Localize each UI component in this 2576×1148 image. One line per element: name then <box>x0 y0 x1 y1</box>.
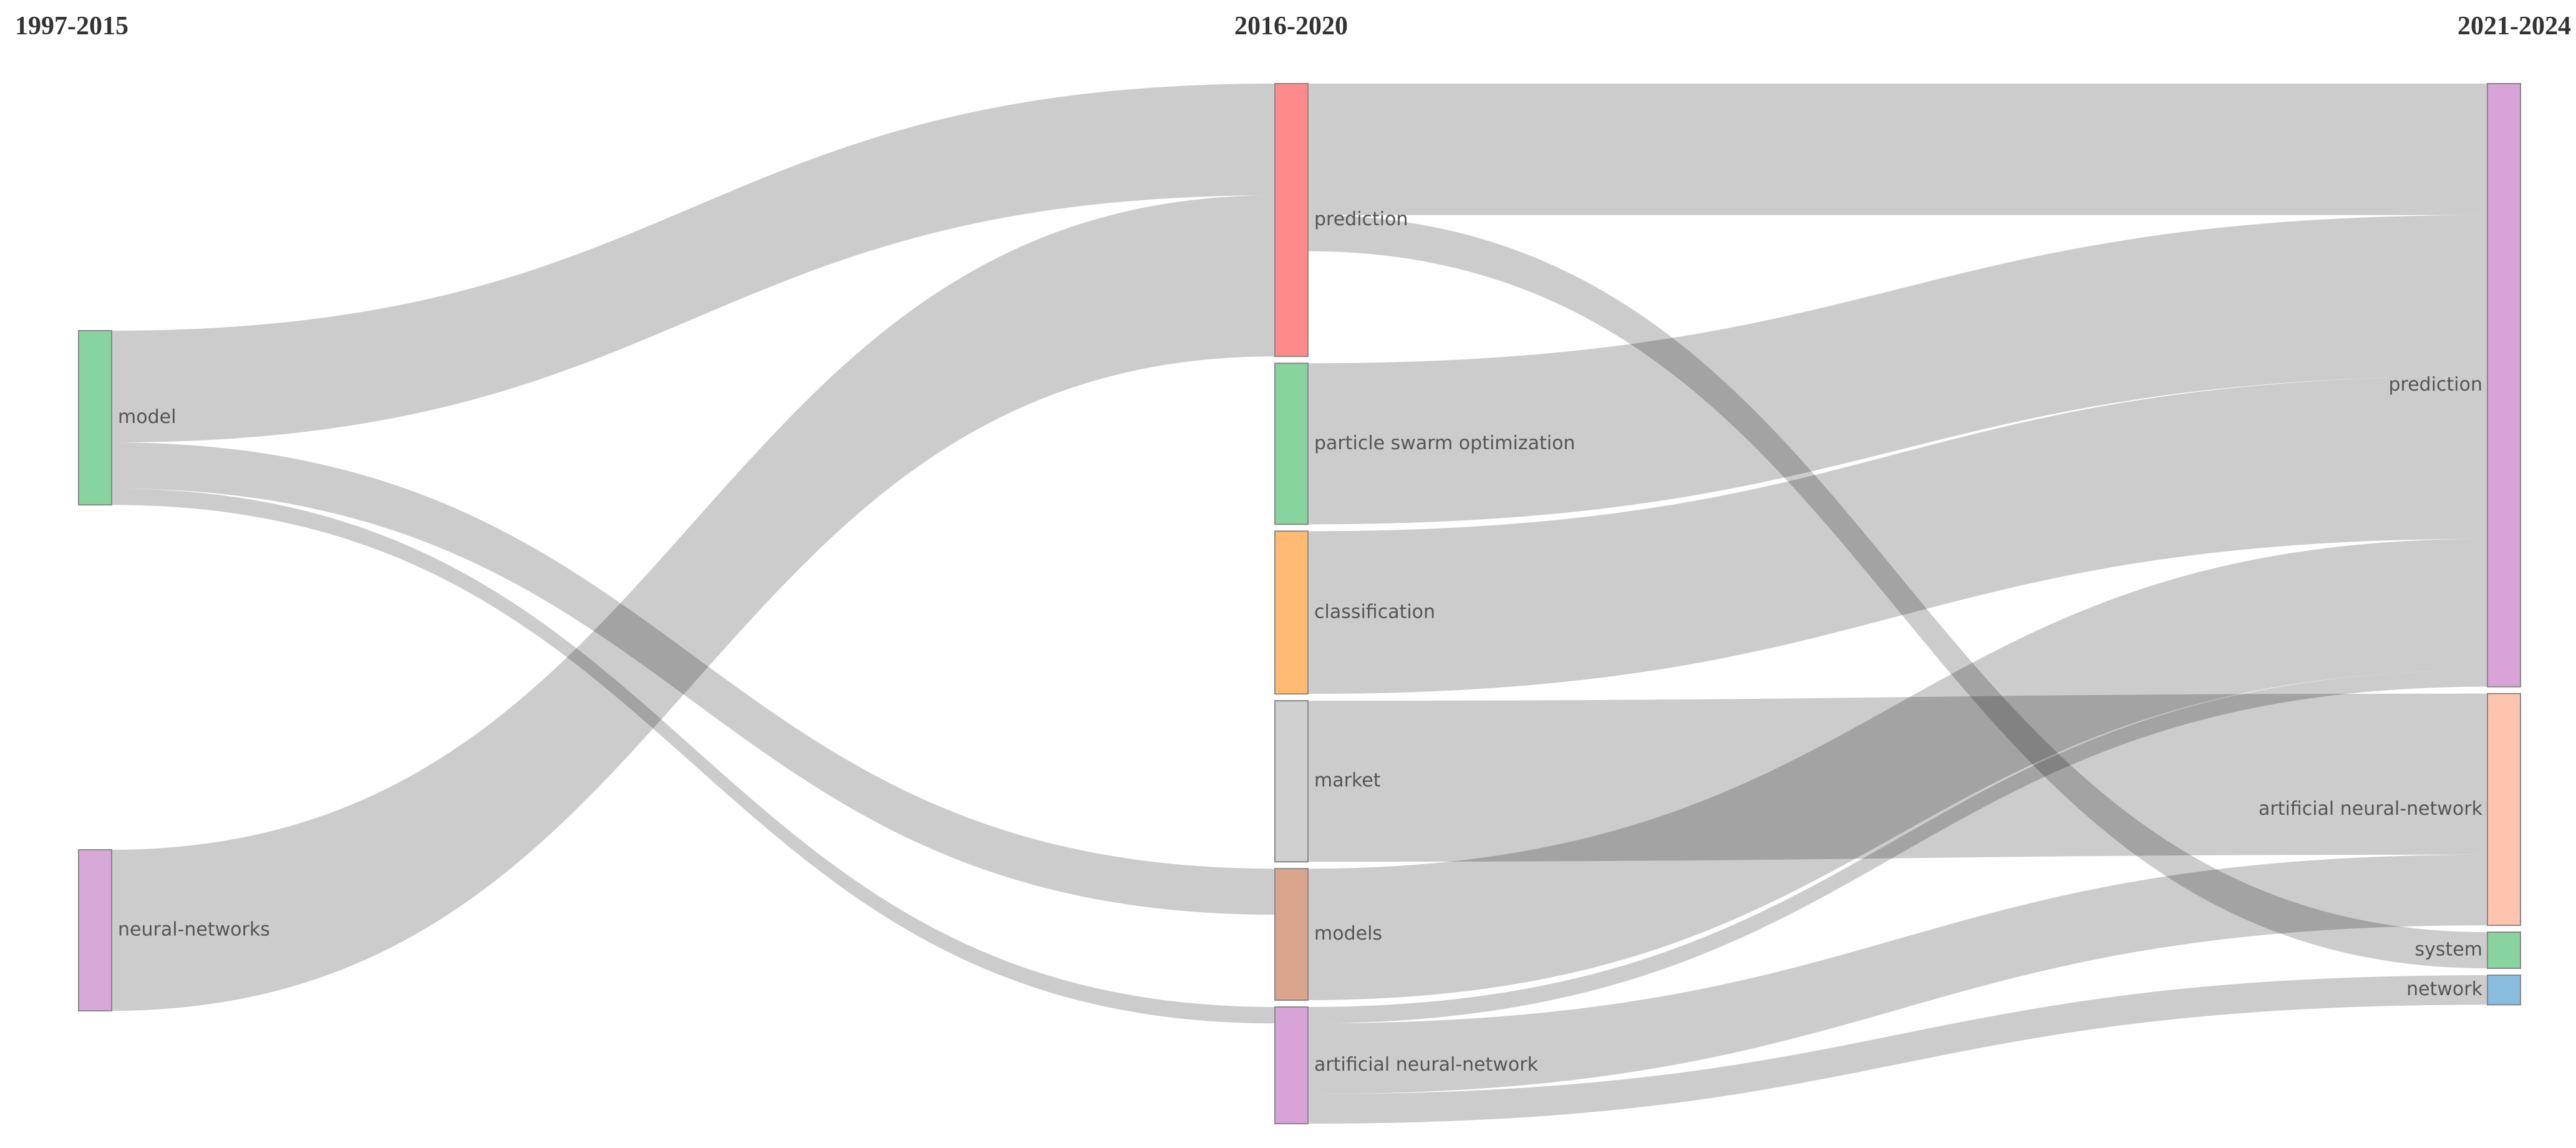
column-title: 2016-2020 <box>1234 12 1348 41</box>
link <box>112 488 1275 1024</box>
node <box>1274 1006 1309 1125</box>
link <box>1308 215 2487 525</box>
node <box>2487 83 2521 688</box>
link <box>1308 538 2487 1000</box>
link <box>1308 693 2487 862</box>
node <box>1274 700 1309 863</box>
node-label: model <box>118 406 176 428</box>
links <box>112 84 2487 1124</box>
link <box>1308 975 2487 1124</box>
nodes: model neural-networks prediction particle s… <box>78 83 2521 1125</box>
node <box>1274 362 1309 525</box>
node <box>1274 530 1309 695</box>
node-label: system <box>2415 939 2482 961</box>
node-label: artificial neural-network <box>1314 1054 1539 1076</box>
node <box>2487 693 2521 927</box>
node-label: prediction <box>2388 374 2482 396</box>
link <box>1308 854 2487 1094</box>
node-label: artificial neural-network <box>2259 798 2483 820</box>
link <box>112 195 1275 1011</box>
node-label: classification <box>1314 601 1435 623</box>
node <box>78 330 112 506</box>
node-label: models <box>1314 923 1382 945</box>
link <box>112 442 1275 915</box>
link <box>1308 670 2487 1024</box>
node-label: particle swarm optimization <box>1314 432 1575 454</box>
node <box>1274 83 1309 358</box>
node-label: neural-networks <box>118 919 270 941</box>
node <box>2487 975 2521 1006</box>
link <box>112 84 1275 443</box>
link <box>1308 376 2487 694</box>
link <box>1308 84 2487 215</box>
column-title: 2021-2024 <box>2457 12 2571 41</box>
node-label: prediction <box>1314 208 1408 230</box>
node <box>78 849 112 1012</box>
node <box>1274 868 1309 1001</box>
column-title: 1997-2015 <box>15 12 128 41</box>
node-label: market <box>1314 770 1381 792</box>
node-label: network <box>2406 978 2482 1000</box>
node <box>2487 932 2521 970</box>
link <box>1308 215 2487 969</box>
